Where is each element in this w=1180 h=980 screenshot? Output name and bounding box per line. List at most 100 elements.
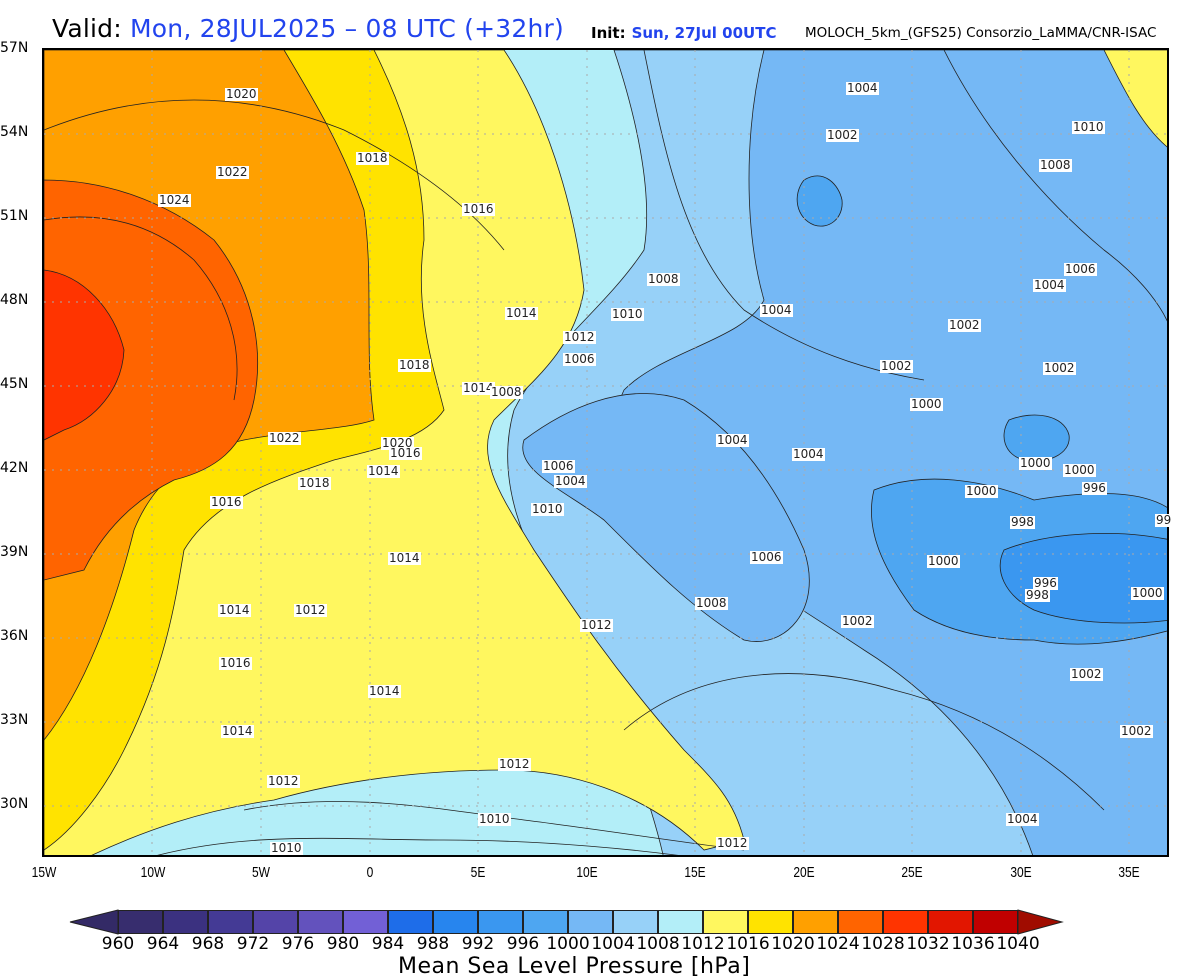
- colorbar-tick-label: 980: [326, 934, 360, 954]
- colorbar-swatch: [118, 910, 163, 934]
- lon-tick-label: 15W: [31, 864, 57, 881]
- isobar-label: 1010: [478, 812, 511, 826]
- isobar-label: 998: [1010, 515, 1035, 529]
- isobar-label: 1024: [158, 193, 191, 207]
- colorbar-tick-label: 972: [236, 934, 270, 954]
- valid-value: Mon, 28JUL2025 – 08 UTC (+32hr): [130, 14, 564, 43]
- colorbar-swatch: [883, 910, 928, 934]
- lon-tick-label: 15E: [684, 864, 706, 881]
- chart-header: Valid: Mon, 28JUL2025 – 08 UTC (+32hr) I…: [0, 0, 1180, 44]
- colorbar-swatch: [253, 910, 298, 934]
- isobar-label: 1002: [1070, 667, 1103, 681]
- colorbar-title: Mean Sea Level Pressure [hPa]: [398, 954, 751, 979]
- isobar-label: 1004: [1006, 812, 1039, 826]
- isobar-label: 1016: [210, 495, 243, 509]
- colorbar-swatch: [928, 910, 973, 934]
- init-time: Init: Sun, 27Jul 00UTC: [591, 24, 776, 42]
- colorbar-swatch: [748, 910, 793, 934]
- isobar-label: 1008: [1039, 158, 1072, 172]
- lat-tick-label: 51N: [0, 208, 29, 224]
- isobar-label: 1004: [554, 474, 587, 488]
- lat-tick-label: 48N: [0, 292, 29, 308]
- isobar-label: 1014: [505, 306, 538, 320]
- colorbar-swatch: [793, 910, 838, 934]
- isobar-label: 1022: [268, 431, 301, 445]
- isobar-label: 1014: [388, 551, 421, 565]
- isobar-label: 1016: [389, 446, 422, 460]
- isobar-label: 1012: [294, 603, 327, 617]
- isobar-label: 1006: [542, 459, 575, 473]
- colorbar-swatch: [478, 910, 523, 934]
- lon-tick-label: 30E: [1009, 864, 1032, 881]
- colorbar-swatch: [343, 910, 388, 934]
- lat-tick-label: 30N: [0, 796, 29, 812]
- isobar-label: 1012: [563, 330, 596, 344]
- isobar-label: 1002: [880, 359, 913, 373]
- isobar-label: 1020: [381, 436, 414, 450]
- isobar-label: 1010: [270, 841, 303, 855]
- isobar-label: 996: [1082, 481, 1107, 495]
- isobar-label: 1000: [1131, 586, 1164, 600]
- colorbar-tick-label: 976: [281, 934, 315, 954]
- isobar-label: 1004: [792, 447, 825, 461]
- lat-tick-label: 36N: [0, 628, 29, 644]
- isobar-label: 1008: [695, 596, 728, 610]
- colorbar-swatch: [433, 910, 478, 934]
- isobar-label: 1000: [910, 397, 943, 411]
- colorbar-swatch: [298, 910, 343, 934]
- lon-tick-label: 35E: [1118, 864, 1140, 881]
- init-value: Sun, 27Jul 00UTC: [631, 24, 777, 42]
- isobar-label: 99: [1155, 513, 1173, 527]
- isobar-label: 998: [1025, 588, 1050, 602]
- isobar-label: 1002: [841, 614, 874, 628]
- isobar-label: 1004: [716, 433, 749, 447]
- isobar-label: 1014: [218, 603, 251, 617]
- colorbar-tick-label: 992: [461, 934, 495, 954]
- colorbar-swatch: [388, 910, 433, 934]
- colorbar-tick-label: 1008: [636, 934, 680, 954]
- lon-tick-label: 25E: [901, 864, 923, 881]
- isobar-label: 1012: [580, 618, 613, 632]
- lon-tick-label: 5E: [470, 864, 486, 881]
- init-label: Init:: [591, 24, 626, 42]
- isobar-label: 1014: [462, 381, 495, 395]
- colorbar-tick-label: 968: [191, 934, 225, 954]
- colorbar-swatch: [973, 910, 1018, 934]
- colorbar-swatch: [523, 910, 568, 934]
- isobar-label: 1002: [948, 318, 981, 332]
- lon-tick-label: 20E: [792, 864, 815, 881]
- isobar-label: 1000: [1019, 456, 1052, 470]
- colorbar-tick-label: 984: [371, 934, 405, 954]
- colorbar-swatch: [703, 910, 748, 934]
- colorbar-swatch: [568, 910, 613, 934]
- colorbar-swatch: [163, 910, 208, 934]
- colorbar-tick-label: 1020: [771, 934, 815, 954]
- colorbar-tick-label: 1024: [816, 934, 860, 954]
- isobar-label: 1022: [216, 165, 249, 179]
- isobar-label: 1000: [927, 554, 960, 568]
- lat-tick-label: 42N: [0, 460, 29, 476]
- isobar-label: 1012: [716, 836, 749, 850]
- isobar-label: 1010: [531, 502, 564, 516]
- isobar-label: 1010: [1072, 120, 1105, 134]
- isobar-label: 1000: [965, 484, 998, 498]
- lat-tick-label: 54N: [0, 124, 29, 140]
- model-credit: MOLOCH_5km_(GFS25) Consorzio_LaMMA/CNR-I…: [805, 25, 1157, 41]
- colorbar-tick-label: 960: [101, 934, 135, 954]
- lon-tick-label: 0: [366, 864, 373, 881]
- isobar-label: 1008: [490, 385, 523, 399]
- isobar-label: 1000: [1063, 463, 1096, 477]
- lat-tick-label: 33N: [0, 712, 29, 728]
- isobar-label: 1016: [219, 656, 252, 670]
- colorbar-tick-label: 1000: [546, 934, 590, 954]
- colorbar-tick-label: 1028: [861, 934, 905, 954]
- isobar-label: 1002: [826, 128, 859, 142]
- valid-time: Valid: Mon, 28JUL2025 – 08 UTC (+32hr): [52, 14, 564, 43]
- isobar-label: 1014: [368, 684, 401, 698]
- isobar-label: 1002: [1120, 724, 1153, 738]
- colorbar-tick-label: 1036: [951, 934, 995, 954]
- isobar-label: 1018: [298, 476, 331, 490]
- isobar-label: 1006: [563, 352, 596, 366]
- isobar-label: 1010: [611, 307, 644, 321]
